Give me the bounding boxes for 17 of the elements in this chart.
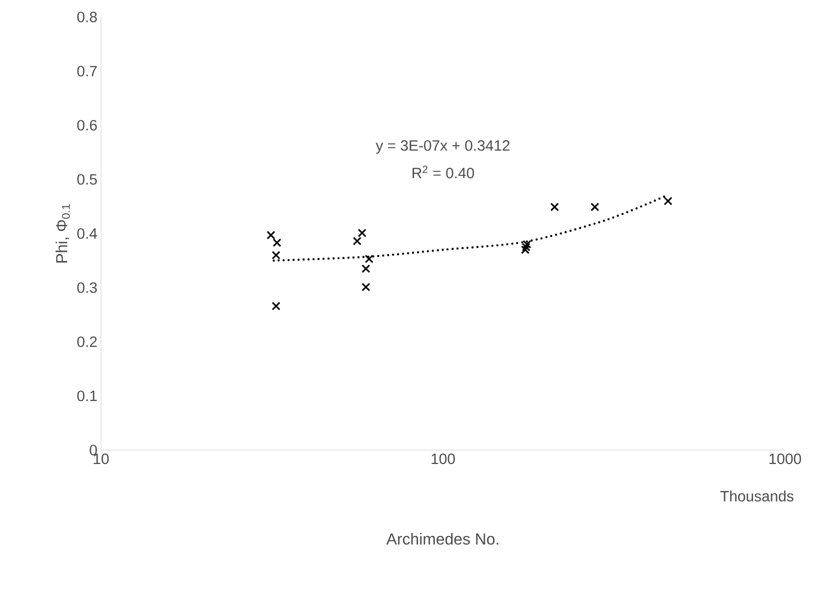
y-tick-label: 0.1	[77, 390, 97, 402]
y-tick-label: 0.2	[77, 336, 97, 348]
y-tick-label: 0.3	[77, 282, 97, 293]
y-tick-label: 0.5	[77, 174, 97, 185]
y-tick-label: 0.4	[77, 228, 98, 239]
x-tick-label: 100	[432, 454, 455, 464]
text: Thousands	[720, 490, 794, 502]
annotation: R$^{2}$ = 0.40	[412, 166, 474, 178]
y-axis-title: Phi, Φ$_{0.1}$	[56, 204, 70, 262]
x-tick-label: 1000	[770, 454, 802, 464]
y-tick-label: 0.6	[77, 120, 97, 131]
y-tick-label: 0	[90, 444, 97, 456]
x-axis-title: Archimedes No.	[386, 532, 498, 545]
y-tick-label: 0.8	[77, 12, 97, 22]
x-tick-label: 10	[94, 454, 109, 464]
y-tick-label: 0.7	[77, 66, 97, 76]
annotation: y = 3E-07x + 0.3412	[376, 140, 510, 154]
